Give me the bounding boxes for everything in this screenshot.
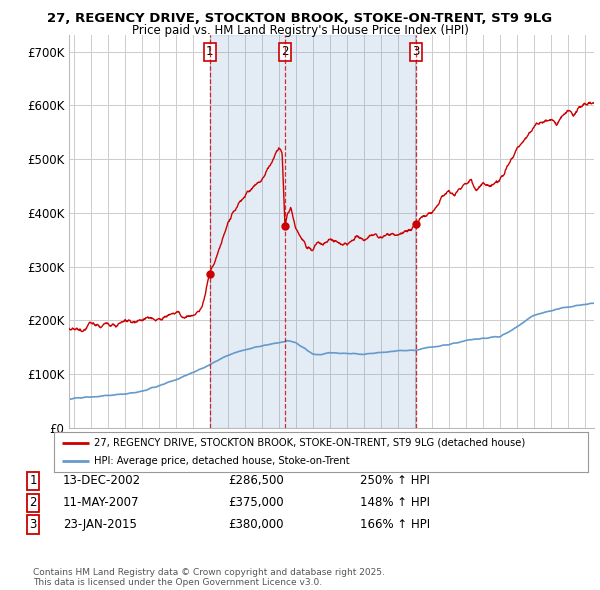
- Text: 148% ↑ HPI: 148% ↑ HPI: [360, 496, 430, 509]
- Text: 1: 1: [206, 45, 214, 58]
- Text: Contains HM Land Registry data © Crown copyright and database right 2025.
This d: Contains HM Land Registry data © Crown c…: [33, 568, 385, 587]
- Text: 3: 3: [413, 45, 420, 58]
- Bar: [210, 35, 416, 428]
- Text: 11-MAY-2007: 11-MAY-2007: [63, 496, 139, 509]
- Text: £375,000: £375,000: [228, 496, 284, 509]
- Text: Price paid vs. HM Land Registry's House Price Index (HPI): Price paid vs. HM Land Registry's House …: [131, 24, 469, 37]
- Text: £286,500: £286,500: [228, 474, 284, 487]
- Text: 166% ↑ HPI: 166% ↑ HPI: [360, 518, 430, 531]
- Text: 23-JAN-2015: 23-JAN-2015: [63, 518, 137, 531]
- Text: HPI: Average price, detached house, Stoke-on-Trent: HPI: Average price, detached house, Stok…: [94, 456, 350, 466]
- Text: 27, REGENCY DRIVE, STOCKTON BROOK, STOKE-ON-TRENT, ST9 9LG (detached house): 27, REGENCY DRIVE, STOCKTON BROOK, STOKE…: [94, 438, 526, 448]
- Text: 2: 2: [29, 496, 37, 509]
- Text: 3: 3: [29, 518, 37, 531]
- Text: 27, REGENCY DRIVE, STOCKTON BROOK, STOKE-ON-TRENT, ST9 9LG: 27, REGENCY DRIVE, STOCKTON BROOK, STOKE…: [47, 12, 553, 25]
- Text: £380,000: £380,000: [228, 518, 284, 531]
- Text: 1: 1: [29, 474, 37, 487]
- Text: 13-DEC-2002: 13-DEC-2002: [63, 474, 141, 487]
- Text: 250% ↑ HPI: 250% ↑ HPI: [360, 474, 430, 487]
- Text: 2: 2: [281, 45, 289, 58]
